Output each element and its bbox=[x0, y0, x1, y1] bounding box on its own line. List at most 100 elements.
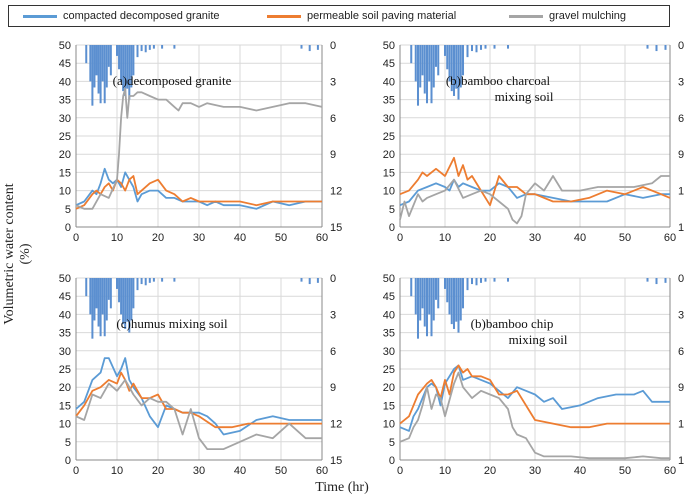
rain-bar bbox=[443, 278, 447, 289]
rain-bar bbox=[506, 45, 510, 49]
rain-bar bbox=[126, 45, 129, 89]
rain-bar bbox=[459, 278, 462, 321]
y-tick-label: 35 bbox=[383, 95, 395, 107]
rain-bar bbox=[109, 278, 112, 309]
legend-swatch-gray bbox=[509, 14, 543, 18]
rain-bar bbox=[423, 45, 426, 94]
legend-swatch-orange bbox=[267, 14, 301, 18]
rain-bar bbox=[423, 278, 426, 327]
y-tick-label: 50 bbox=[383, 40, 395, 52]
series-line bbox=[399, 371, 670, 460]
series-line bbox=[75, 87, 323, 210]
y-tick-label: 15 bbox=[59, 400, 71, 412]
rain-bar bbox=[103, 278, 106, 337]
y-tick-label: 20 bbox=[383, 382, 395, 394]
rain-bar bbox=[132, 45, 135, 76]
x-tick-label: 50 bbox=[275, 465, 287, 477]
y-tick-label: 40 bbox=[383, 309, 395, 321]
rain-bar bbox=[461, 45, 465, 76]
y-tick-label: 35 bbox=[59, 328, 71, 340]
y-tick-label: 30 bbox=[59, 113, 71, 125]
rain-bar bbox=[148, 45, 151, 50]
rain-bar bbox=[85, 45, 88, 64]
rain-bar bbox=[410, 45, 413, 64]
rain-bar bbox=[410, 278, 413, 297]
y2-tick-label: 12 bbox=[330, 186, 342, 198]
x-tick-label: 60 bbox=[664, 465, 676, 477]
rain-bar bbox=[91, 278, 94, 339]
rain-bar bbox=[475, 45, 478, 53]
rain-bar bbox=[116, 45, 118, 56]
rain-bar bbox=[475, 278, 478, 286]
rain-bar bbox=[97, 45, 100, 94]
y-tick-label: 45 bbox=[59, 291, 71, 303]
rain-bar bbox=[128, 45, 131, 100]
y-tick-label: 40 bbox=[59, 309, 71, 321]
rain-bar bbox=[455, 45, 458, 89]
rain-bar bbox=[99, 45, 102, 104]
y-tick-label: 25 bbox=[59, 364, 71, 376]
rain-bar bbox=[414, 278, 417, 315]
y2-tick-label: 3 bbox=[678, 76, 684, 88]
y-tick-label: 0 bbox=[389, 455, 395, 467]
rain-bar bbox=[493, 278, 496, 282]
y-tick-label: 0 bbox=[389, 222, 395, 234]
rain-bar bbox=[664, 45, 667, 50]
y2-tick-label: 6 bbox=[678, 113, 684, 125]
rain-bar bbox=[655, 278, 658, 285]
y-tick-label: 25 bbox=[383, 131, 395, 143]
y2-tick-label: 1 bbox=[678, 419, 684, 431]
y-tick-label: 15 bbox=[383, 400, 395, 412]
rain-bar bbox=[140, 278, 143, 285]
rain-bar bbox=[120, 45, 123, 82]
x-axis-title: Time (hr) bbox=[315, 480, 369, 495]
rain-bar bbox=[107, 45, 110, 67]
series-line bbox=[399, 175, 670, 225]
series-line bbox=[75, 357, 322, 436]
x-tick-label: 60 bbox=[664, 232, 676, 244]
y-tick-label: 45 bbox=[383, 291, 395, 303]
rain-bar bbox=[446, 45, 449, 70]
panel-title: mixing soil bbox=[509, 332, 568, 347]
rain-bar bbox=[479, 45, 483, 50]
rain-bar bbox=[421, 45, 424, 76]
rain-bar bbox=[434, 45, 438, 67]
y-tick-label: 5 bbox=[389, 437, 395, 449]
rain-bar bbox=[457, 278, 460, 333]
y2-tick-label: 0 bbox=[678, 273, 684, 285]
rain-bar bbox=[300, 278, 303, 282]
rain-bar bbox=[308, 45, 311, 52]
rain-bar bbox=[103, 45, 106, 104]
x-tick-label: 20 bbox=[484, 465, 496, 477]
chart-panel-1: 0 5 10 15 20 25 30 35 40 45 50 0 10 20 30 40 50 60 0 3 6 9 12 1… bbox=[59, 40, 343, 244]
x-tick-label: 40 bbox=[574, 465, 586, 477]
rain-bar bbox=[461, 278, 465, 309]
x-tick-label: 0 bbox=[397, 465, 403, 477]
rain-bar bbox=[89, 45, 92, 82]
rain-bar bbox=[425, 278, 429, 337]
rain-bar bbox=[140, 45, 143, 52]
rain-bar bbox=[466, 45, 469, 58]
y2-tick-label: 1 bbox=[678, 455, 684, 467]
y-tick-label: 20 bbox=[59, 149, 71, 161]
rain-bar bbox=[85, 278, 88, 297]
rain-bar bbox=[116, 278, 118, 289]
y-tick-label: 30 bbox=[383, 346, 395, 358]
rain-bar bbox=[124, 278, 127, 329]
rain-bar bbox=[430, 45, 433, 104]
chart-panel-4: 0 5 10 15 20 25 30 35 40 45 50 0 10 20 30 40 50 60 0 3 6 9 1 1 (… bbox=[383, 273, 684, 477]
rain-bar bbox=[144, 45, 147, 53]
x-tick-label: 30 bbox=[529, 465, 541, 477]
legend: compacted decomposed granite permeable s… bbox=[8, 5, 670, 27]
rain-bar bbox=[430, 278, 433, 337]
rain-bar bbox=[437, 45, 440, 76]
rain-bar bbox=[120, 278, 123, 315]
rain-bar bbox=[646, 278, 649, 282]
rain-bar bbox=[161, 278, 164, 282]
series-line bbox=[399, 156, 671, 207]
y2-tick-label: 6 bbox=[330, 346, 336, 358]
rain-bar bbox=[470, 45, 474, 52]
x-tick-label: 10 bbox=[439, 465, 451, 477]
rain-bar bbox=[434, 278, 438, 300]
legend-label: gravel mulching bbox=[549, 10, 627, 22]
